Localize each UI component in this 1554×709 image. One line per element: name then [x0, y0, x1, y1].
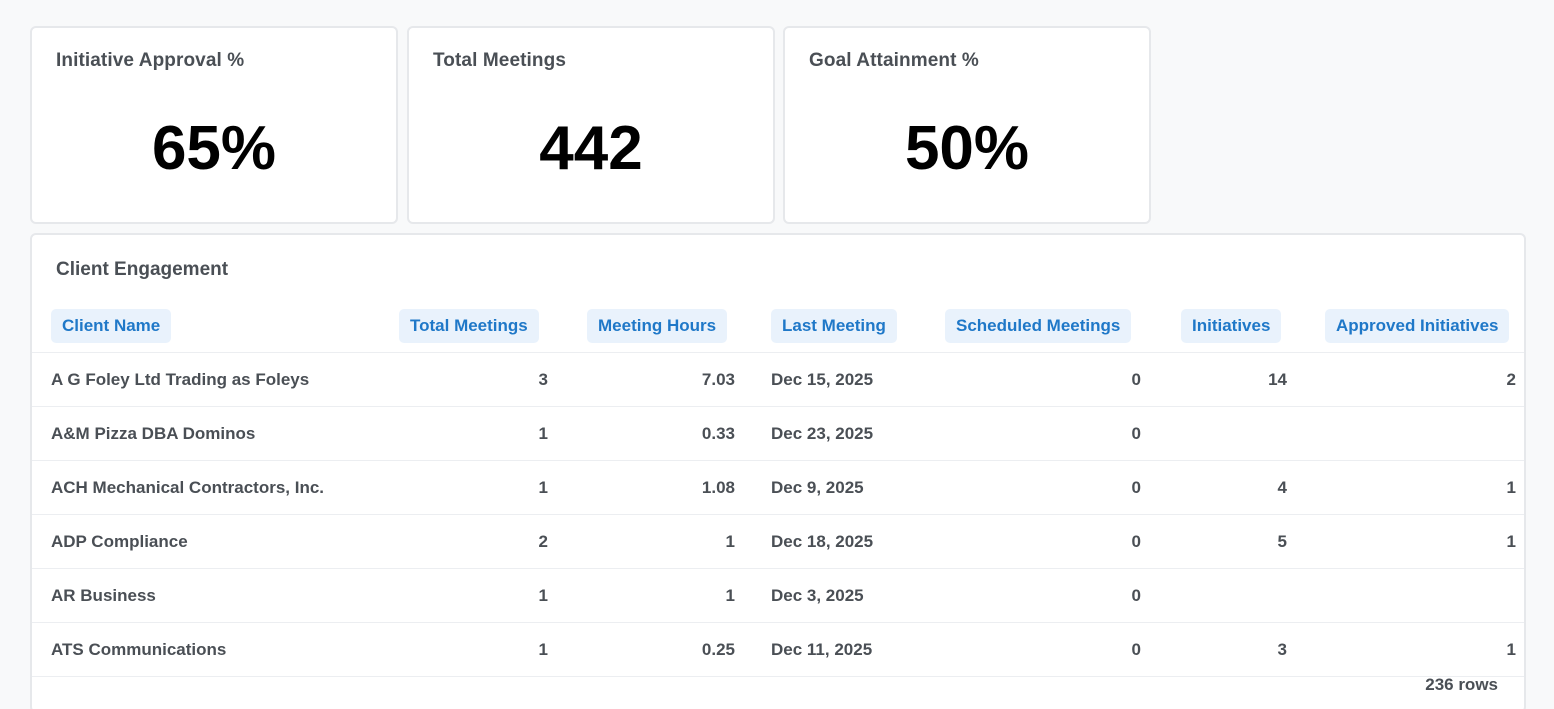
kpi-title: Initiative Approval %: [56, 50, 245, 71]
last-meeting-cell: Dec 9, 2025: [771, 478, 864, 497]
total-meetings-cell: 1: [538, 478, 548, 497]
approved-initiatives-cell: [1322, 569, 1516, 622]
approved-initiatives-cell: 2: [1506, 370, 1516, 389]
approved-initiatives-cell: [1322, 407, 1516, 460]
last-meeting-cell: Dec 15, 2025: [771, 370, 874, 389]
table-row[interactable]: AR Business 1 1 Dec 3, 2025 0: [32, 569, 1524, 623]
client-name-cell: ATS Communications: [51, 640, 227, 659]
meeting-hours-cell: 1: [725, 586, 735, 605]
total-meetings-cell: 1: [538, 424, 548, 443]
kpi-title: Goal Attainment %: [809, 50, 979, 71]
column-header-meeting-hours[interactable]: Meeting Hours: [587, 309, 728, 343]
row-count: 236 rows: [1425, 675, 1498, 694]
scheduled-meetings-cell: 0: [1131, 478, 1141, 497]
meeting-hours-cell: 7.03: [701, 370, 735, 389]
client-name-cell: ADP Compliance: [51, 532, 188, 551]
scheduled-meetings-cell: 0: [1131, 370, 1141, 389]
initiatives-cell: [1144, 569, 1287, 622]
column-header-last-meeting[interactable]: Last Meeting: [771, 309, 897, 343]
last-meeting-cell: Dec 3, 2025: [771, 586, 864, 605]
initiatives-cell: 5: [1277, 532, 1287, 551]
meeting-hours-cell: 1.08: [701, 478, 735, 497]
kpi-card-total-meetings: Total Meetings 442: [407, 26, 775, 224]
approved-initiatives-cell: 1: [1506, 478, 1516, 497]
client-name-cell: A&M Pizza DBA Dominos: [51, 424, 256, 443]
kpi-title: Total Meetings: [433, 50, 566, 71]
kpi-value: 65%: [151, 114, 277, 183]
meeting-hours-cell: 0.25: [701, 640, 735, 659]
initiatives-cell: [1144, 407, 1287, 460]
kpi-card-initiative-approval: Initiative Approval % 65%: [30, 26, 398, 224]
kpi-value: 50%: [904, 114, 1030, 183]
kpi-card-goal-attainment: Goal Attainment % 50%: [783, 26, 1151, 224]
last-meeting-cell: Dec 18, 2025: [771, 532, 874, 551]
total-meetings-cell: 1: [538, 586, 548, 605]
client-engagement-table: Client Engagement Client Name Total Meet…: [30, 233, 1526, 709]
column-header-initiatives[interactable]: Initiatives: [1181, 309, 1282, 343]
last-meeting-cell: Dec 23, 2025: [771, 424, 874, 443]
client-name-cell: A G Foley Ltd Trading as Foleys: [51, 370, 310, 389]
total-meetings-cell: 2: [538, 532, 548, 551]
scheduled-meetings-cell: 0: [1131, 586, 1141, 605]
table-row[interactable]: A&M Pizza DBA Dominos 1 0.33 Dec 23, 2025 0: [32, 407, 1524, 461]
table-row[interactable]: A G Foley Ltd Trading as Foleys 3 7.03 Dec …: [32, 353, 1524, 407]
total-meetings-cell: 3: [538, 370, 548, 389]
last-meeting-cell: Dec 11, 2025: [771, 640, 873, 659]
client-name-cell: AR Business: [51, 586, 156, 605]
table-row[interactable]: ADP Compliance 2 1 Dec 18, 2025 0 5 1: [32, 515, 1524, 569]
total-meetings-cell: 1: [538, 640, 548, 659]
column-header-total-meetings[interactable]: Total Meetings: [399, 309, 539, 343]
column-header-client-name[interactable]: Client Name: [51, 309, 172, 343]
meeting-hours-cell: 0.33: [701, 424, 735, 443]
scheduled-meetings-cell: 0: [1131, 424, 1141, 443]
table-title: Client Engagement: [56, 259, 229, 280]
initiatives-cell: 14: [1268, 370, 1287, 389]
table-row[interactable]: ACH Mechanical Contractors, Inc. 1 1.08 Dec…: [32, 461, 1524, 515]
approved-initiatives-cell: 1: [1506, 532, 1516, 551]
scheduled-meetings-cell: 0: [1131, 532, 1141, 551]
client-name-cell: ACH Mechanical Contractors, Inc.: [51, 478, 325, 497]
column-header-approved-initiatives[interactable]: Approved Initiatives: [1325, 309, 1510, 343]
table-header-row: Client Name Total Meetings Meeting Hours…: [32, 307, 1524, 353]
kpi-value: 442: [539, 114, 643, 183]
meeting-hours-cell: 1: [725, 532, 735, 551]
initiatives-cell: 4: [1277, 478, 1287, 497]
table-row[interactable]: ATS Communications 1 0.25 Dec 11, 2025 0 3 1: [32, 623, 1524, 677]
initiatives-cell: 3: [1277, 640, 1287, 659]
column-header-scheduled-meetings[interactable]: Scheduled Meetings: [945, 309, 1132, 343]
approved-initiatives-cell: 1: [1506, 640, 1516, 659]
scheduled-meetings-cell: 0: [1131, 640, 1141, 659]
